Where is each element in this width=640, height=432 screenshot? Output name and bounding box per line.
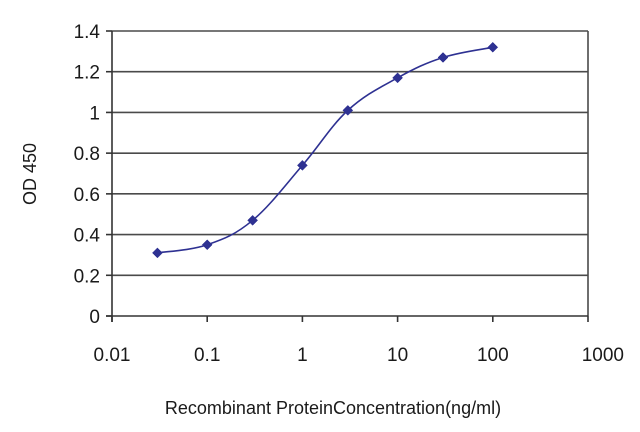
x-tick-label-0: 0.01 <box>94 345 131 366</box>
plot-area <box>112 31 588 316</box>
y-tick-label-7: 1.4 <box>74 22 101 43</box>
y-tick-label-2: 0.4 <box>74 226 101 247</box>
series-line-0 <box>157 46 493 254</box>
y-tick-label-4: 0.8 <box>74 144 100 165</box>
x-tick-label-1: 0.1 <box>194 345 220 366</box>
y-tick-label-5: 1 <box>89 103 100 124</box>
data-point-1 <box>201 239 213 251</box>
data-point-6 <box>437 52 449 63</box>
tick-labels: 0 0.2 0.4 0.6 0.8 1 1.2 1.4 0.01 0.1 1 10 100 1000 <box>74 22 624 366</box>
y-tick-label-0: 0 <box>89 307 100 328</box>
y-axis-title: OD 450 <box>20 143 40 205</box>
x-tick-label-3: 10 <box>387 345 408 366</box>
data-point-0 <box>152 247 163 259</box>
data-point-7 <box>487 41 499 53</box>
data-point-3 <box>297 160 308 171</box>
x-tick-label-4: 100 <box>477 345 509 366</box>
data-point-2 <box>247 214 258 226</box>
y-tick-label-6: 1.2 <box>74 63 100 84</box>
series <box>152 41 499 259</box>
x-tick-label-2: 1 <box>297 345 308 366</box>
data-point-4 <box>342 105 354 116</box>
y-tick-label-3: 0.6 <box>74 185 100 206</box>
y-tick-label-1: 0.2 <box>74 266 100 287</box>
x-tick-label-5: 1000 <box>582 345 624 366</box>
x-axis-title: Recombinant ProteinConcentration(ng/ml) <box>165 398 501 418</box>
axes <box>106 30 589 322</box>
data-point-5 <box>392 72 403 84</box>
